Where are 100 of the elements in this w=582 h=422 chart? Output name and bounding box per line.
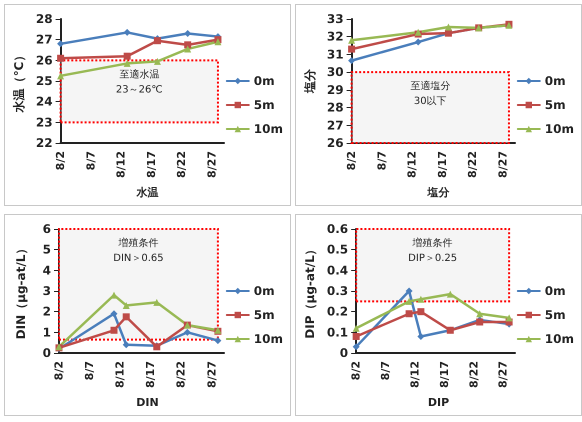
- point: [348, 36, 356, 44]
- y-tick-label: 31: [326, 47, 344, 62]
- x-tick-label: 8/22: [467, 361, 480, 388]
- x-axis-title: DIN: [136, 396, 159, 409]
- y-tick-label: 24: [36, 94, 53, 109]
- y-tick-label: 6: [42, 222, 51, 236]
- point: [124, 52, 131, 60]
- point: [57, 72, 64, 80]
- y-tick-label: 0: [42, 346, 51, 360]
- x-tick-label: 8/2: [350, 361, 363, 380]
- point: [417, 296, 424, 303]
- band-label: 至適塩分 30以下: [410, 80, 450, 108]
- y-tick-label: 28: [36, 12, 53, 26]
- point: [476, 310, 484, 318]
- point: [122, 313, 130, 320]
- point: [124, 28, 131, 36]
- y-tick-label: 27: [326, 118, 344, 132]
- x-tick-label: 8/12: [114, 151, 128, 178]
- point: [184, 41, 192, 48]
- point: [417, 308, 424, 316]
- x-axis-title: 水温: [136, 186, 158, 199]
- x-tick-label: 8/12: [406, 151, 419, 178]
- x-tick-label: 8/17: [144, 361, 158, 388]
- point: [446, 290, 454, 298]
- point: [57, 54, 64, 62]
- point: [417, 332, 424, 340]
- legend-label: 10m: [544, 122, 574, 136]
- band-label: 増殖条件 DIP＞0.25: [408, 237, 458, 264]
- point: [506, 314, 513, 322]
- x-tick-label: 8/22: [175, 151, 188, 178]
- point: [153, 298, 160, 306]
- point: [154, 58, 161, 65]
- x-tick-label: 8/17: [438, 361, 451, 388]
- y-tick-label: 26: [326, 136, 344, 150]
- y-tick-label: 26: [36, 53, 53, 68]
- point: [57, 40, 64, 48]
- point: [122, 341, 130, 348]
- y-tick-label: 2: [42, 304, 51, 319]
- y-tick-label: 0.3: [326, 284, 348, 298]
- point: [348, 57, 356, 64]
- band-label: 至適水温 23～26℃: [116, 68, 163, 96]
- point: [406, 298, 413, 305]
- x-tick-label: 8/22: [174, 361, 188, 388]
- x-tick-label: 8/17: [144, 151, 158, 178]
- x-tick-label: 8/7: [375, 151, 388, 170]
- x-tick-label: 8/22: [466, 151, 480, 178]
- y-tick-label: 0.1: [326, 325, 348, 340]
- y-tick-label: 0.4: [326, 263, 348, 278]
- y-tick-label: 3: [42, 284, 51, 298]
- x-axis-title: DIP: [428, 396, 450, 409]
- point: [214, 337, 222, 344]
- y-tick-label: 27: [36, 32, 53, 47]
- band-label: 増殖条件 DIN＞0.65: [113, 237, 164, 264]
- x-tick-label: 8/27: [496, 361, 510, 388]
- point: [414, 38, 422, 46]
- x-tick-label: 8/7: [84, 151, 98, 170]
- y-tick-label: 1: [42, 325, 51, 340]
- y-axis-title: 水温（℃）: [12, 50, 26, 114]
- legend-label: 5m: [544, 98, 566, 112]
- x-tick-label: 8/12: [114, 361, 127, 388]
- point: [348, 46, 356, 53]
- legend-label: 0m: [544, 284, 566, 298]
- x-tick-label: 8/27: [496, 151, 510, 178]
- y-tick-label: 29: [326, 82, 344, 97]
- x-tick-label: 8/17: [436, 151, 449, 178]
- y-tick-label: 33: [326, 12, 344, 26]
- x-tick-label: 8/27: [205, 361, 218, 388]
- point: [352, 343, 360, 350]
- point: [406, 310, 413, 318]
- point: [406, 288, 413, 294]
- legend-label: 0m: [254, 74, 275, 88]
- point: [184, 328, 191, 336]
- y-tick-label: 4: [42, 263, 51, 278]
- x-tick-label: 8/2: [54, 151, 68, 170]
- point: [110, 310, 118, 318]
- y-tick-label: 28: [326, 100, 344, 115]
- point: [352, 332, 360, 340]
- legend-label: 5m: [254, 308, 275, 322]
- x-tick-label: 8/27: [205, 151, 218, 178]
- point: [184, 45, 192, 52]
- point: [476, 318, 484, 326]
- point: [110, 326, 118, 334]
- legend-label: 10m: [254, 332, 283, 346]
- point: [184, 30, 192, 37]
- x-tick-label: 8/7: [379, 361, 392, 380]
- y-tick-label: 32: [326, 30, 344, 44]
- legend-label: 0m: [544, 74, 566, 88]
- y-tick-label: 0: [340, 346, 348, 360]
- y-tick-label: 22: [36, 136, 53, 150]
- legend-label: 0m: [254, 284, 275, 298]
- y-tick-label: 0.6: [326, 222, 348, 236]
- y-axis-title: DIP（μg-at/L）: [303, 243, 317, 339]
- y-tick-label: 5: [42, 242, 51, 257]
- legend-label: 5m: [254, 98, 275, 112]
- y-axis-title: 塩分: [303, 68, 317, 94]
- x-tick-label: 8/2: [52, 361, 66, 380]
- y-tick-label: 0.2: [326, 304, 348, 319]
- x-tick-label: 8/2: [345, 151, 358, 170]
- y-axis-title: DIN（μg-at/L）: [14, 242, 28, 340]
- legend-label: 5m: [544, 308, 566, 322]
